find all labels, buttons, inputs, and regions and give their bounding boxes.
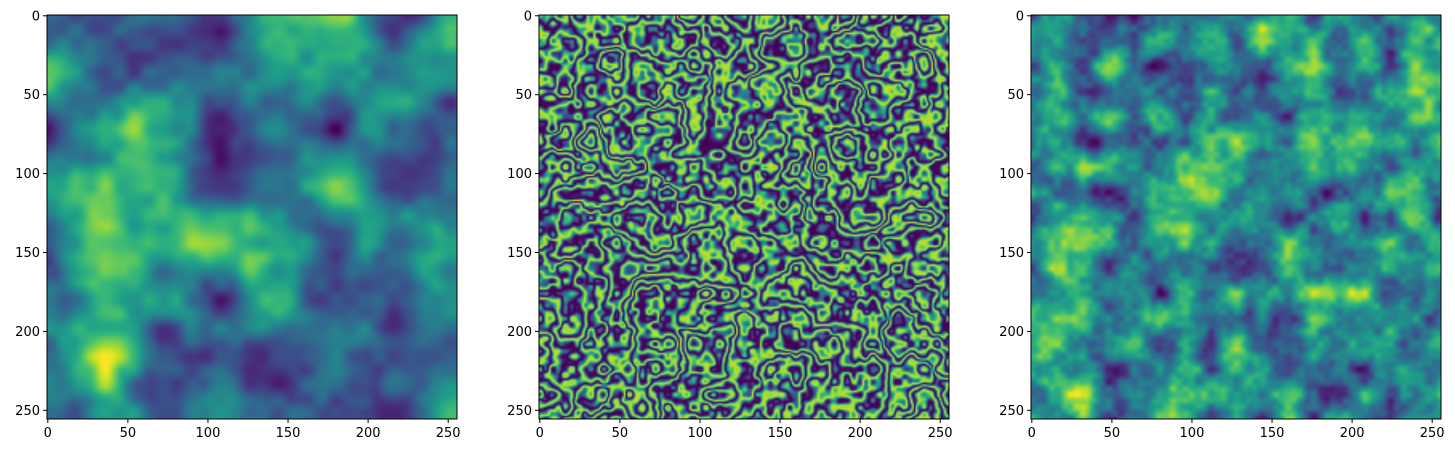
y-tick-label-3-5: 250 bbox=[999, 404, 1024, 419]
x-tick-label-3-1: 50 bbox=[1104, 426, 1121, 441]
x-tick-label-2-3: 150 bbox=[768, 426, 793, 441]
x-tick-label-2-1: 50 bbox=[612, 426, 629, 441]
y-tick-label-3-0: 0 bbox=[1016, 9, 1024, 24]
heatmap-panel-1: 0 50 100 150 200 250 0 50 100 150 200 250 bbox=[15, 9, 460, 441]
heatmap-image-3 bbox=[1031, 15, 1441, 419]
y-tick-label-3-4: 200 bbox=[999, 325, 1024, 340]
x-tick-label-1-3: 150 bbox=[276, 426, 301, 441]
x-tick-label-3-0: 0 bbox=[1028, 426, 1036, 441]
axes-frame-2 bbox=[538, 14, 950, 420]
x-tick-label-1-2: 100 bbox=[196, 426, 221, 441]
y-tick-label-1-2: 100 bbox=[15, 167, 40, 182]
x-tick-label-2-5: 250 bbox=[928, 426, 953, 441]
x-tick-label-2-4: 200 bbox=[848, 426, 873, 441]
y-tick-label-2-4: 200 bbox=[507, 325, 532, 340]
x-tick-label-1-1: 50 bbox=[120, 426, 137, 441]
x-tick-label-1-4: 200 bbox=[356, 426, 381, 441]
x-tick-label-3-3: 150 bbox=[1260, 426, 1285, 441]
x-tick-label-3-4: 200 bbox=[1340, 426, 1365, 441]
x-tick-label-3-5: 250 bbox=[1420, 426, 1445, 441]
y-tick-label-2-0: 0 bbox=[524, 9, 532, 24]
y-tick-label-2-3: 150 bbox=[507, 246, 532, 261]
y-tick-label-2-2: 100 bbox=[507, 167, 532, 182]
y-tick-label-1-5: 250 bbox=[15, 404, 40, 419]
y-tick-label-1-1: 50 bbox=[23, 88, 40, 103]
heatmap-image-2 bbox=[539, 15, 949, 419]
x-tick-label-2-2: 100 bbox=[688, 426, 713, 441]
x-tick-label-1-5: 250 bbox=[436, 426, 461, 441]
y-tick-label-2-1: 50 bbox=[515, 88, 532, 103]
y-tick-label-1-4: 200 bbox=[15, 325, 40, 340]
y-tick-label-1-0: 0 bbox=[32, 9, 40, 24]
y-tick-label-3-1: 50 bbox=[1007, 88, 1024, 103]
y-tick-label-3-2: 100 bbox=[999, 167, 1024, 182]
y-tick-label-2-5: 250 bbox=[507, 404, 532, 419]
y-tick-label-1-3: 150 bbox=[15, 246, 40, 261]
axes-frame-1 bbox=[46, 14, 458, 420]
x-tick-label-1-0: 0 bbox=[44, 426, 52, 441]
heatmap-panel-2: 0 50 100 150 200 250 0 50 100 150 200 250 bbox=[507, 9, 952, 441]
axes-frame-3 bbox=[1030, 14, 1442, 420]
x-tick-label-2-0: 0 bbox=[536, 426, 544, 441]
heatmap-image-1 bbox=[47, 15, 457, 419]
x-tick-label-3-2: 100 bbox=[1180, 426, 1205, 441]
y-tick-label-3-3: 150 bbox=[999, 246, 1024, 261]
heatmap-panel-3: 0 50 100 150 200 250 0 50 100 150 200 250 bbox=[999, 9, 1444, 441]
